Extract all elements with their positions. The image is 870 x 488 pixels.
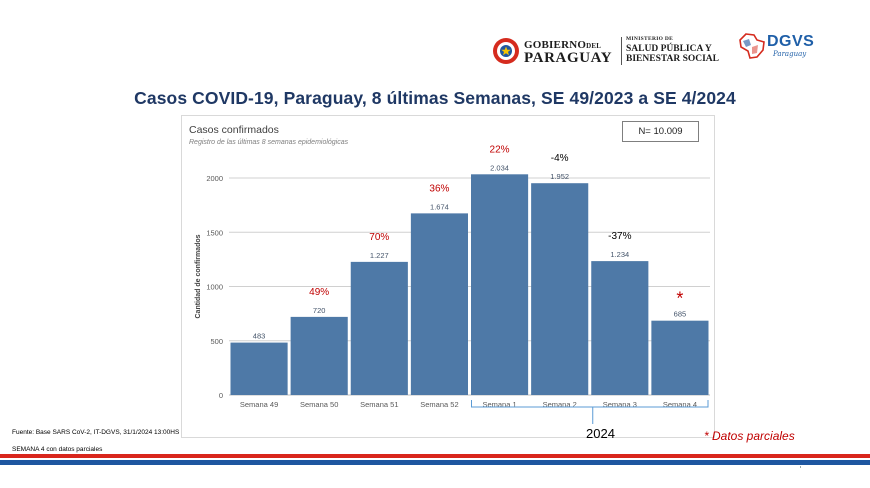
- change-label: 36%: [429, 183, 449, 194]
- flag-stripe-white: [0, 458, 870, 460]
- data-label: 1.227: [370, 251, 389, 260]
- x-tick-label: Semana 49: [240, 400, 278, 409]
- y-tick-label: 500: [210, 337, 223, 346]
- change-label: -37%: [608, 231, 631, 242]
- flag-stripe-red: [0, 454, 870, 458]
- partial-data-note: * Datos parciales: [704, 429, 795, 443]
- year-group-label: 2024: [586, 426, 615, 441]
- x-tick-label: Semana 1: [482, 400, 516, 409]
- page-marker: [800, 466, 801, 468]
- chart-subtitle: Registro de las últimas 8 semanas epidem…: [189, 139, 349, 146]
- page-title: Casos COVID-19, Paraguay, 8 últimas Sema…: [134, 88, 736, 108]
- gov-name-line2: PARAGUAY: [524, 50, 613, 66]
- change-label: 49%: [309, 287, 329, 298]
- year-bracket: [471, 400, 709, 408]
- data-label: 720: [313, 306, 326, 315]
- bar: [531, 183, 589, 395]
- bar: [230, 342, 288, 395]
- data-label: 483: [253, 332, 266, 341]
- logo-divider: [621, 37, 622, 65]
- x-tick-label: Semana 3: [603, 400, 637, 409]
- partial-marker: *: [676, 289, 683, 309]
- bar: [350, 261, 408, 395]
- data-label: 2.034: [490, 163, 509, 172]
- chart-title: Casos confirmados: [189, 124, 279, 136]
- dgvs-subtitle: Paraguay: [773, 50, 807, 58]
- y-tick-label: 0: [219, 391, 223, 400]
- change-label: 22%: [490, 144, 510, 155]
- data-label: 1.952: [550, 172, 569, 181]
- x-tick-label: Semana 50: [300, 400, 338, 409]
- data-label: 685: [674, 310, 687, 319]
- dgvs-name: DGVS: [767, 33, 815, 50]
- x-tick-label: Semana 2: [543, 400, 577, 409]
- x-tick-label: Semana 52: [420, 400, 458, 409]
- x-tick-label: Semana 4: [663, 400, 697, 409]
- ministry-line2: SALUD PÚBLICA Y: [626, 43, 712, 54]
- gobierno-logo: GOBIERNODEL PARAGUAY: [492, 36, 618, 66]
- total-count-box: N= 10.009: [622, 121, 699, 142]
- bar: [290, 316, 348, 395]
- data-label: 1.674: [430, 202, 449, 211]
- change-label: 70%: [369, 232, 389, 243]
- flag-stripe-blue: [0, 460, 870, 465]
- change-label: -4%: [551, 153, 569, 164]
- y-tick-label: 1000: [206, 283, 223, 292]
- ministry-line1: MINISTERIO DE: [626, 36, 674, 42]
- dgvs-logo: DGVS Paraguay: [737, 30, 827, 66]
- bar: [651, 320, 709, 395]
- national-seal-icon: [493, 38, 519, 64]
- bar: [471, 174, 529, 395]
- ministry-logo: MINISTERIO DE SALUD PÚBLICA Y BIENESTAR …: [626, 36, 720, 65]
- y-tick-label: 1500: [206, 228, 223, 237]
- ministry-line3: BIENESTAR SOCIAL: [626, 54, 720, 64]
- paraguay-map-icon: [739, 33, 765, 59]
- week-partial-note: SEMANA 4 con datos parciales: [12, 446, 103, 453]
- bar: [410, 213, 468, 395]
- y-axis-label: Cantidad de confirmados: [195, 234, 202, 318]
- source-note: Fuente: Base SARS CoV-2, IT-DGVS, 31/1/2…: [12, 429, 180, 436]
- x-tick-label: Semana 51: [360, 400, 398, 409]
- gov-name-line1: GOBIERNODEL: [524, 39, 602, 51]
- bar: [591, 261, 649, 395]
- data-label: 1.234: [610, 250, 629, 259]
- y-tick-label: 2000: [206, 174, 223, 183]
